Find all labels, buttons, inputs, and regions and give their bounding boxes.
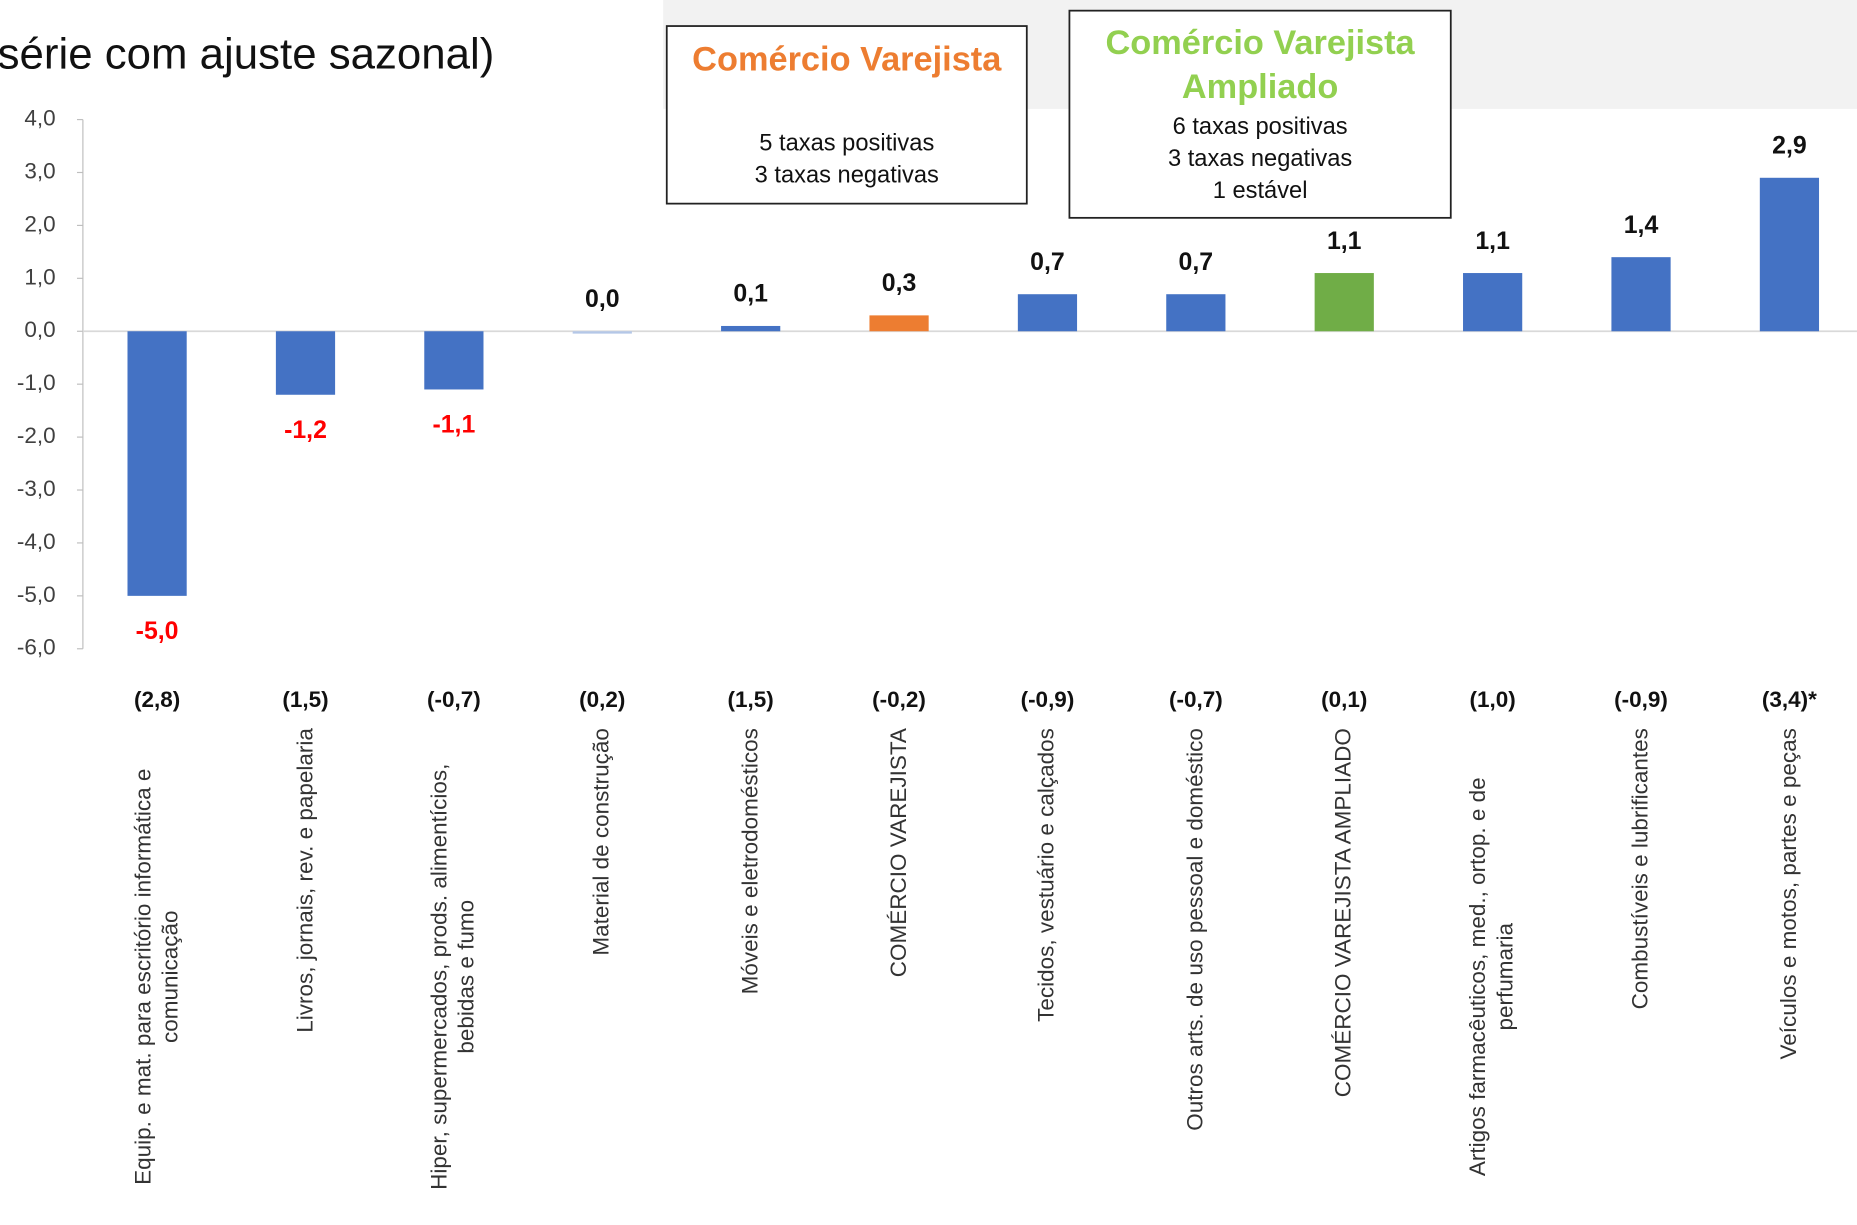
- y-tick-label: 4,0: [24, 106, 55, 131]
- annotation-line: 3 taxas negativas: [755, 163, 939, 189]
- previous-label: (1,5): [728, 687, 774, 712]
- value-label: 2,9: [1772, 132, 1807, 160]
- annotation-line: 3 taxas negativas: [1168, 146, 1352, 172]
- previous-label: (3,4)*: [1762, 687, 1817, 712]
- x-tick-label: Móveis e eletrodomésticos: [738, 728, 764, 995]
- value-label: 0,1: [733, 280, 768, 308]
- y-tick-label: -4,0: [17, 529, 56, 554]
- y-tick-label: 2,0: [24, 211, 55, 236]
- annotation-line: 6 taxas positivas: [1173, 114, 1348, 140]
- previous-label: (-0,9): [1614, 687, 1668, 712]
- previous-label: (2,8): [134, 687, 180, 712]
- y-tick-label: -3,0: [17, 476, 56, 501]
- y-tick-label: 3,0: [24, 158, 55, 183]
- annotation-title: Comércio Varejista: [692, 41, 1002, 79]
- annotation-box: [665, 25, 1028, 205]
- y-tick-label: -1,0: [17, 370, 56, 395]
- x-tick-label: Material de construção: [589, 728, 615, 956]
- x-tick-label: Outros arts. de uso pessoal e doméstico: [1183, 728, 1209, 1131]
- previous-label: (0,1): [1321, 687, 1367, 712]
- x-tick-label: COMÉRCIO VAREJISTA: [886, 728, 912, 978]
- value-label: -1,2: [284, 416, 327, 444]
- x-tick-label: Artigos farmacêuticos, med., ortop. e de…: [1466, 777, 1519, 1177]
- bar: [127, 331, 187, 596]
- x-tick-label: Equip. e mat. para escritório informátic…: [131, 768, 184, 1185]
- bar: [721, 325, 781, 332]
- previous-label: (-0,7): [427, 687, 481, 712]
- bar: [424, 331, 484, 390]
- bar: [572, 331, 632, 334]
- previous-label: (-0,9): [1021, 687, 1075, 712]
- annotation-box: [1068, 9, 1452, 219]
- y-tick-label: -5,0: [17, 582, 56, 607]
- value-label: 1,4: [1624, 211, 1659, 239]
- previous-label: (0,2): [579, 687, 625, 712]
- bar: [1759, 177, 1820, 332]
- y-tick-label: -2,0: [17, 423, 56, 448]
- value-label: 0,7: [1030, 248, 1065, 276]
- y-tick-label: 1,0: [24, 264, 55, 289]
- x-tick-label: Combustíveis e lubrificantes: [1628, 728, 1654, 1010]
- y-tick-label: 0,0: [24, 317, 55, 342]
- y-tick-label: -6,0: [17, 635, 56, 660]
- bar: [275, 331, 336, 395]
- x-tick-label: Livros, jornais, rev. e papelaria: [293, 728, 318, 1033]
- value-label: 1,1: [1475, 227, 1510, 255]
- bar: [1017, 294, 1078, 332]
- value-label: 0,3: [882, 269, 917, 297]
- bar: [869, 315, 929, 332]
- chart-title: série com ajuste sazonal): [0, 29, 494, 78]
- value-label: 1,1: [1327, 227, 1362, 255]
- bar: [1463, 273, 1523, 332]
- previous-label: (1,0): [1470, 687, 1516, 712]
- previous-label: (-0,2): [872, 687, 926, 712]
- previous-label: (-0,7): [1169, 687, 1223, 712]
- annotation-line: 1 estável: [1213, 178, 1308, 204]
- value-label: 0,7: [1179, 248, 1214, 276]
- bar: [1166, 294, 1226, 332]
- x-tick-label: Hiper, supermercados, prods. alimentício…: [427, 763, 480, 1190]
- previous-label: (1,5): [282, 687, 328, 712]
- x-tick-label: Tecidos, vestuário e calçados: [1035, 728, 1060, 1022]
- bar: [1611, 257, 1671, 332]
- value-label: 0,0: [585, 285, 620, 313]
- annotation-line: 5 taxas positivas: [759, 131, 934, 157]
- annotation-title: Comércio Varejista Ampliado: [1106, 24, 1416, 106]
- x-tick-label: COMÉRCIO VAREJISTA AMPLIADO: [1331, 728, 1357, 1098]
- bar: [1314, 273, 1374, 332]
- value-label: -5,0: [136, 617, 179, 645]
- value-label: -1,1: [432, 411, 475, 439]
- x-tick-label: Veículos e motos, partes e peças: [1776, 728, 1802, 1060]
